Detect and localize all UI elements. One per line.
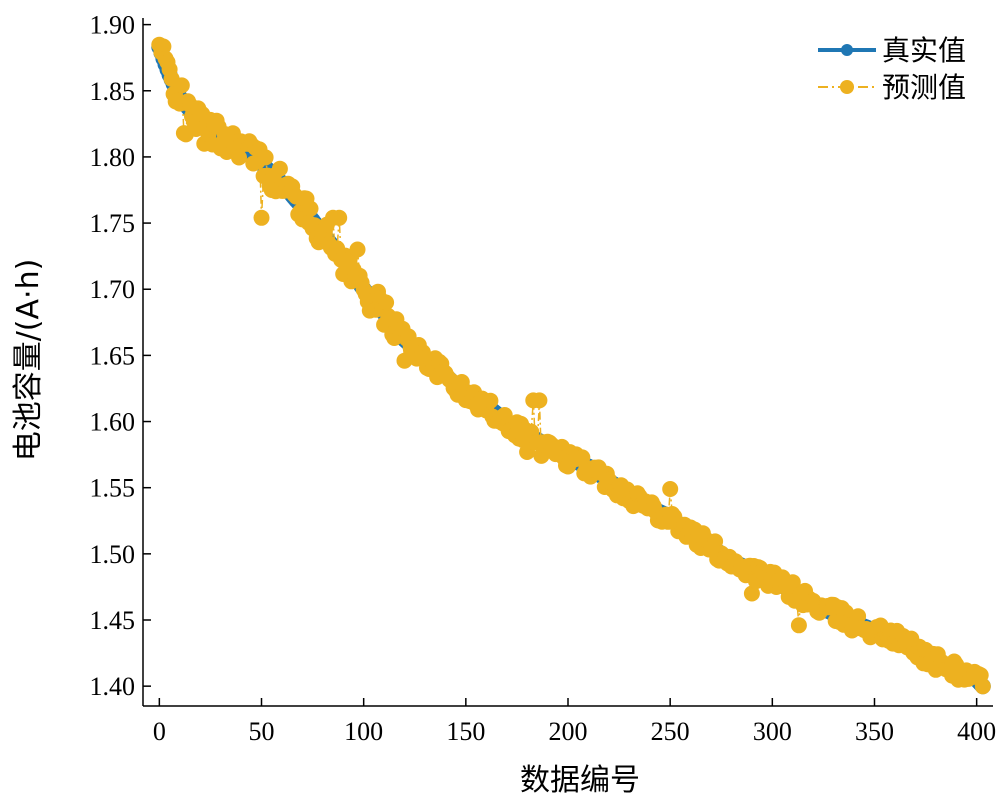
predicted-point bbox=[257, 149, 274, 166]
predicted-point bbox=[302, 200, 319, 217]
predicted-point bbox=[974, 678, 991, 695]
y-tick-label: 1.70 bbox=[90, 275, 136, 304]
x-tick-label: 400 bbox=[957, 717, 996, 746]
y-tick-label: 1.90 bbox=[90, 11, 136, 40]
predicted-point bbox=[231, 149, 247, 166]
x-tick-label: 350 bbox=[855, 717, 894, 746]
y-tick-label: 1.75 bbox=[90, 209, 136, 238]
predicted-point bbox=[155, 38, 172, 55]
y-tick-label: 1.85 bbox=[90, 77, 136, 106]
legend: 真实值 预测值 bbox=[810, 34, 990, 104]
legend-marker-predicted bbox=[840, 80, 854, 94]
x-tick-label: 100 bbox=[344, 717, 383, 746]
x-tick-label: 150 bbox=[446, 717, 485, 746]
predicted-point bbox=[173, 77, 190, 94]
series-true-line bbox=[157, 46, 984, 688]
plot-area bbox=[151, 36, 991, 695]
y-axis-label: 电池容量/(A·h) bbox=[11, 259, 46, 462]
predicted-point bbox=[331, 209, 348, 226]
y-tick-label: 1.60 bbox=[90, 408, 136, 437]
legend-label-true: 真实值 bbox=[882, 34, 966, 67]
predicted-point bbox=[707, 533, 724, 550]
axes: 1.40 1.45 1.50 1.55 1.60 1.65 1.70 1.75 1.80 1.85… bbox=[90, 11, 997, 746]
x-tick-label: 250 bbox=[651, 717, 690, 746]
x-tick-label: 300 bbox=[753, 717, 792, 746]
legend-background bbox=[810, 34, 990, 104]
predicted-point bbox=[784, 574, 801, 591]
predicted-point bbox=[743, 585, 760, 602]
x-tick-label: 0 bbox=[153, 717, 166, 746]
predicted-point bbox=[662, 481, 679, 497]
y-tick-label: 1.40 bbox=[90, 672, 136, 701]
y-tick-label: 1.65 bbox=[90, 341, 136, 370]
legend-label-predicted: 预测值 bbox=[882, 71, 966, 104]
x-tick-label: 50 bbox=[249, 717, 275, 746]
series-predicted-line bbox=[158, 44, 984, 687]
predicted-point bbox=[790, 617, 807, 634]
predicted-point bbox=[349, 241, 366, 258]
predicted-point bbox=[378, 294, 395, 311]
y-tick-label: 1.55 bbox=[90, 474, 136, 503]
y-tick-label: 1.50 bbox=[90, 540, 136, 569]
legend-marker-true bbox=[841, 44, 853, 56]
y-tick-label: 1.80 bbox=[90, 143, 136, 172]
predicted-point bbox=[850, 608, 867, 625]
x-tick-label: 200 bbox=[549, 717, 588, 746]
x-axis-label: 数据编号 bbox=[520, 763, 640, 798]
predicted-point bbox=[253, 209, 270, 226]
predicted-point bbox=[271, 160, 288, 177]
predicted-point bbox=[531, 392, 548, 409]
predicted-point bbox=[306, 217, 323, 234]
y-tick-label: 1.45 bbox=[90, 606, 136, 635]
predicted-point bbox=[482, 392, 499, 409]
